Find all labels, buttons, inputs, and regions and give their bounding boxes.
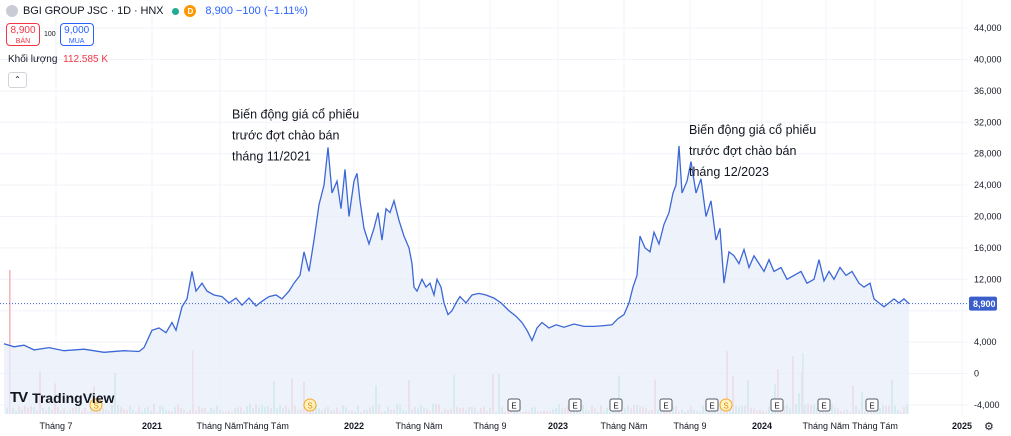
earnings-marker: [865, 398, 879, 412]
x-tick-label: 2024: [752, 421, 772, 431]
price-change: 8,900 −100 (−1.11%): [205, 5, 308, 17]
split-marker-label: S: [307, 402, 312, 411]
y-tick-label: 0: [974, 369, 979, 379]
earnings-marker-label: E: [869, 402, 874, 411]
data-delay-icon: D: [184, 5, 197, 17]
earnings-marker: [705, 398, 719, 412]
price-line: [3, 145, 910, 353]
earnings-marker-label: E: [709, 402, 714, 411]
x-tick-label: Tháng 9: [673, 421, 706, 431]
sell-price: 8,900: [10, 25, 36, 36]
earnings-marker: [507, 398, 521, 412]
buy-price: 9,000: [64, 25, 90, 36]
earnings-marker-label: E: [613, 402, 618, 411]
x-tick-label: Tháng Tám: [243, 421, 289, 431]
time-axis[interactable]: Tháng 7 2021 Tháng Năm Tháng Tám 2022 Tháng N…: [39, 421, 972, 431]
annotation-line: tháng 12/2023: [689, 165, 769, 179]
trade-buttons: 8,900 BÁN 100 9,000 MUA: [6, 23, 94, 46]
split-marker: [303, 398, 317, 412]
symbol-logo-icon: [6, 5, 18, 17]
y-tick-label: 24,000: [974, 180, 1002, 190]
y-tick-label: 12,000: [974, 274, 1002, 284]
collapse-legend-button[interactable]: ⌃: [8, 72, 27, 88]
market-status-icon: [172, 7, 180, 15]
earnings-marker: [659, 398, 673, 412]
earnings-marker: [770, 398, 784, 412]
y-tick-label: -4,000: [974, 400, 1000, 410]
annotation-line: trước đợt chào bán: [232, 128, 340, 142]
x-tick-label: Tháng Tám: [852, 421, 898, 431]
split-marker: [719, 398, 733, 412]
earnings-marker: [817, 398, 831, 412]
tradingview-logo-text: TradingView: [32, 389, 115, 406]
earnings-marker-label: E: [663, 402, 668, 411]
chart-annotations: Biến động giá cổ phiếu trước đợt chào bán…: [232, 107, 816, 179]
last-price-value: 8,900: [973, 299, 996, 309]
y-tick-label: 32,000: [974, 117, 1002, 127]
annotation-line: tháng 11/2021: [232, 149, 311, 163]
y-tick-label: 28,000: [974, 149, 1002, 159]
y-tick-label: 4,000: [974, 337, 997, 347]
x-tick-label: 2023: [548, 421, 568, 431]
y-tick-label: 36,000: [974, 86, 1002, 96]
split-marker-label: S: [723, 402, 728, 411]
symbol-title[interactable]: BGI GROUP JSC · 1D · HNX: [23, 5, 164, 17]
volume-bar: [9, 270, 11, 414]
last-price-badge: [969, 296, 997, 311]
x-tick-label: Tháng Năm: [600, 421, 647, 431]
chevron-up-icon: ⌃: [14, 75, 21, 84]
spread-value: 100: [44, 31, 56, 38]
x-tick-label: Tháng Năm: [395, 421, 442, 431]
earnings-marker-label: E: [821, 402, 826, 411]
price-axis[interactable]: -4,000 0 4,000 12,000 16,000 20,000 24,000 28,0…: [974, 23, 1002, 410]
y-tick-label: 16,000: [974, 243, 1002, 253]
split-marker: [89, 398, 103, 412]
x-tick-label: Tháng 7: [39, 421, 72, 431]
x-tick-label: 2025: [952, 421, 972, 431]
x-tick-label: 2021: [142, 421, 162, 431]
y-tick-label: 40,000: [974, 55, 1002, 65]
last-price-label: 8,900: [969, 296, 997, 311]
gear-icon[interactable]: ⚙: [984, 421, 994, 433]
y-tick-label: 44,000: [974, 23, 1002, 33]
sell-label: BÁN: [15, 38, 31, 45]
buy-button[interactable]: 9,000 MUA: [59, 23, 94, 46]
earnings-marker: [609, 398, 623, 412]
x-tick-label: Tháng Năm: [196, 421, 243, 431]
x-tick-label: 2022: [344, 421, 364, 431]
earnings-marker: [568, 398, 582, 412]
earnings-marker-label: E: [572, 402, 577, 411]
annotation-line: Biến động giá cổ phiếu: [689, 123, 816, 137]
annotation-line: Biến động giá cổ phiếu: [232, 107, 359, 121]
tradingview-logo-icon: TV: [10, 389, 28, 406]
split-marker-label: S: [93, 402, 98, 411]
x-tick-label: Tháng Năm: [802, 421, 849, 431]
annotation-line: trước đợt chào bán: [689, 144, 797, 158]
tradingview-logo[interactable]: TV TradingView: [10, 389, 114, 406]
y-tick-label: 20,000: [974, 212, 1002, 222]
price-area-fill: [4, 145, 909, 414]
x-tick-label: Tháng 9: [473, 421, 506, 431]
buy-label: MUA: [68, 38, 85, 45]
volume-value: 112.585 K: [63, 54, 109, 65]
sell-button[interactable]: 8,900 BÁN: [6, 23, 40, 46]
earnings-marker-label: E: [511, 402, 516, 411]
volume-label: Khối lượng: [8, 54, 58, 65]
volume-legend[interactable]: Khối lượng 112.585 K: [8, 54, 108, 65]
earnings-marker-label: E: [774, 402, 779, 411]
chart-header: BGI GROUP JSC · 1D · HNX D 8,900 −100 (−…: [6, 5, 308, 17]
